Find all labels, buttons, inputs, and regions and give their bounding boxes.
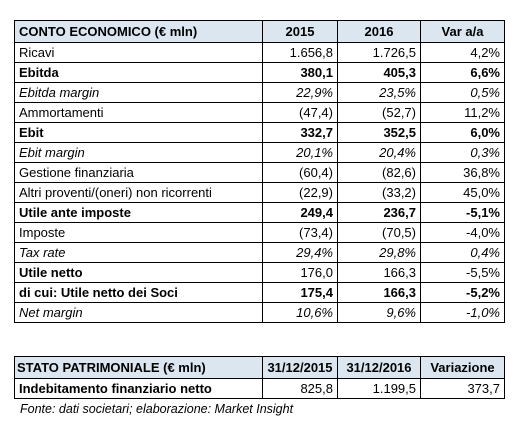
cell: 20,1%	[262, 142, 338, 163]
cell: -5,5%	[420, 262, 505, 283]
cell: 166,3	[337, 262, 421, 283]
cell: 405,3	[337, 62, 421, 83]
cell: 22,9%	[262, 82, 338, 103]
row-label: Utile ante imposte	[14, 202, 263, 223]
cell: 31/12/2015	[262, 356, 338, 379]
row-label: Indebitamento finanziario netto	[14, 378, 263, 399]
table-row: di cui: Utile netto dei Soci 175,4 166,3 -5…	[14, 282, 505, 303]
cell: 176,0	[262, 262, 338, 283]
cell: 352,5	[337, 122, 421, 143]
row-label: Ammortamenti	[14, 102, 263, 123]
table-row: Indebitamento finanziario netto 825,8 1.19…	[14, 378, 505, 399]
cell: 4,2%	[420, 42, 505, 63]
cell: 31/12/2016	[337, 356, 421, 379]
source-note: Fonte: dati societari; elaborazione: Mar…	[20, 402, 294, 416]
cell: (33,2)	[337, 182, 421, 203]
cell: (82,6)	[337, 162, 421, 183]
row-label: Net margin	[14, 302, 263, 323]
balance-table: STATO PATRIMONIALE (€ mln) 31/12/2015 31/1…	[14, 356, 505, 399]
row-label: Ebitda	[14, 62, 263, 83]
cell: 373,7	[420, 378, 505, 399]
cell: (52,7)	[337, 102, 421, 123]
cell: 11,2%	[420, 102, 505, 123]
table-row: Gestione finanziaria (60,4) (82,6) 36,8%	[14, 162, 505, 183]
row-label: Ebit	[14, 122, 263, 143]
cell: Var a/a	[420, 20, 505, 43]
cell: 0,4%	[420, 242, 505, 263]
cell: 29,4%	[262, 242, 338, 263]
cell: 236,7	[337, 202, 421, 223]
cell: 20,4%	[337, 142, 421, 163]
cell: (22,9)	[262, 182, 338, 203]
cell: Variazione	[420, 356, 505, 379]
cell: 825,8	[262, 378, 338, 399]
row-label: Imposte	[14, 222, 263, 243]
cell: 9,6%	[337, 302, 421, 323]
cell: (47,4)	[262, 102, 338, 123]
cell: 29,8%	[337, 242, 421, 263]
cell: 6,6%	[420, 62, 505, 83]
table-row: Tax rate 29,4% 29,8% 0,4%	[14, 242, 505, 263]
cell: (60,4)	[262, 162, 338, 183]
cell: 10,6%	[262, 302, 338, 323]
cell: (70,5)	[337, 222, 421, 243]
row-label: Utile netto	[14, 262, 263, 283]
table-row: Ricavi 1.656,8 1.726,5 4,2%	[14, 42, 505, 63]
income-table: CONTO ECONOMICO (€ mln) 2015 2016 Var a/a Ri…	[14, 20, 505, 323]
header-row: STATO PATRIMONIALE (€ mln) 31/12/2015 31/1…	[14, 356, 505, 379]
row-label: Ebitda margin	[14, 82, 263, 103]
row-label: Ricavi	[14, 42, 263, 63]
cell: -4,0%	[420, 222, 505, 243]
cell: -5,1%	[420, 202, 505, 223]
cell: 1.656,8	[262, 42, 338, 63]
cell: -1,0%	[420, 302, 505, 323]
row-label: Altri proventi/(oneri) non ricorrenti	[14, 182, 263, 203]
row-label: CONTO ECONOMICO (€ mln)	[14, 20, 263, 43]
cell: 332,7	[262, 122, 338, 143]
table-row: Ebit margin 20,1% 20,4% 0,3%	[14, 142, 505, 163]
cell: 249,4	[262, 202, 338, 223]
cell: 0,3%	[420, 142, 505, 163]
cell: -5,2%	[420, 282, 505, 303]
cell: 380,1	[262, 62, 338, 83]
table-row: Ebitda 380,1 405,3 6,6%	[14, 62, 505, 83]
table-row: Altri proventi/(oneri) non ricorrenti (22…	[14, 182, 505, 203]
cell: 2016	[337, 20, 421, 43]
cell: 2015	[262, 20, 338, 43]
row-label: STATO PATRIMONIALE (€ mln)	[14, 356, 263, 379]
table-row: Ammortamenti (47,4) (52,7) 11,2%	[14, 102, 505, 123]
table-row: Utile netto 176,0 166,3 -5,5%	[14, 262, 505, 283]
table-row: Net margin 10,6% 9,6% -1,0%	[14, 302, 505, 323]
cell: (73,4)	[262, 222, 338, 243]
cell: 166,3	[337, 282, 421, 303]
table-row: Imposte (73,4) (70,5) -4,0%	[14, 222, 505, 243]
table-row: Ebit 332,7 352,5 6,0%	[14, 122, 505, 143]
row-label: di cui: Utile netto dei Soci	[14, 282, 263, 303]
cell: 36,8%	[420, 162, 505, 183]
cell: 0,5%	[420, 82, 505, 103]
row-label: Ebit margin	[14, 142, 263, 163]
table-row: Ebitda margin 22,9% 23,5% 0,5%	[14, 82, 505, 103]
cell: 1.726,5	[337, 42, 421, 63]
row-label: Gestione finanziaria	[14, 162, 263, 183]
cell: 175,4	[262, 282, 338, 303]
cell: 23,5%	[337, 82, 421, 103]
cell: 6,0%	[420, 122, 505, 143]
row-label: Tax rate	[14, 242, 263, 263]
header-row: CONTO ECONOMICO (€ mln) 2015 2016 Var a/a	[14, 20, 505, 43]
table-row: Utile ante imposte 249,4 236,7 -5,1%	[14, 202, 505, 223]
cell: 1.199,5	[337, 378, 421, 399]
cell: 45,0%	[420, 182, 505, 203]
